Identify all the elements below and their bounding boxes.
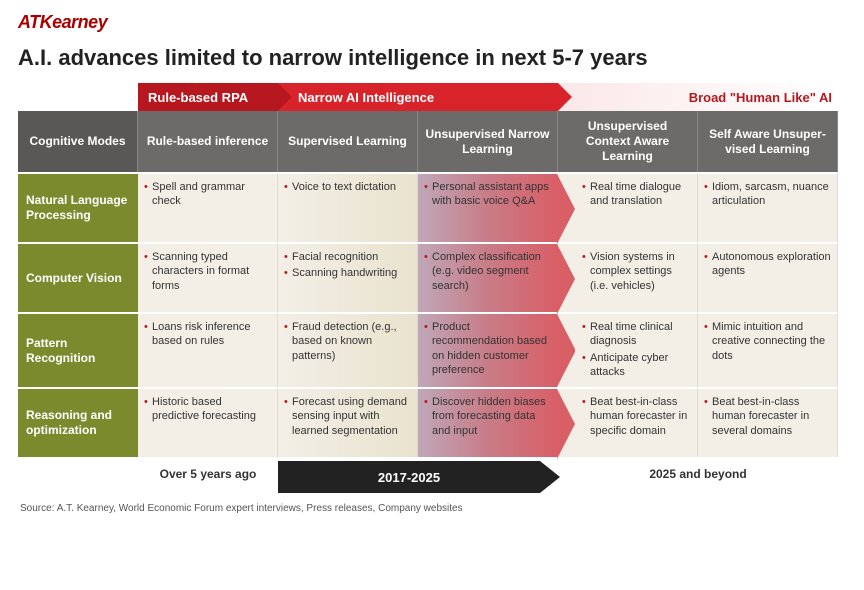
cell-item: Loans risk inference based on rules [142,320,271,349]
colhead-unsup-narrow: Unsupervised Narrow Learning [418,111,558,172]
timeline-mid: 2017-2025 [278,461,558,493]
matrix-cell: Discover hidden biases from forecasting … [418,387,558,457]
row-label: Pattern Recognition [18,312,138,387]
matrix-cell: Complex classification (e.g. video segme… [418,242,558,312]
colhead-rule: Rule-based inference [138,111,278,172]
cell-item: Voice to text dictation [282,180,411,194]
matrix-cell: Voice to text dictation [278,172,418,242]
ai-matrix: Rule-based RPA Narrow AI Intelligence Br… [18,83,842,493]
matrix-cell: Beat best-in-class human forecaster in s… [558,387,698,457]
phase-broad: Broad "Human Like" AI [558,83,838,111]
matrix-cell: Product recommendation based on hidden c… [418,312,558,387]
cell-item: Facial recognition [282,250,411,264]
cell-item: Fraud detection (e.g., based on known pa… [282,320,411,363]
source-line: Source: A.T. Kearney, World Economic For… [18,503,846,514]
matrix-cell: Fraud detection (e.g., based on known pa… [278,312,418,387]
cell-item: Anticipate cyber attacks [580,351,691,380]
matrix-cell: Spell and grammar check [138,172,278,242]
colhead-unsup-context: Unsupervised Context Aware Learning [558,111,698,172]
cell-item: Beat best-in-class human forecaster in s… [580,395,691,438]
colhead-modes: Cognitive Modes [18,111,138,172]
cell-item: Spell and grammar check [142,180,271,209]
cell-item: Mimic intuition and creative connecting … [702,320,831,363]
matrix-cell: Historic based predictive forecasting [138,387,278,457]
row-label: Reasoning and optimization [18,387,138,457]
matrix-cell: Autonomous exploration agents [698,242,838,312]
cell-item: Real time clinical diagnosis [580,320,691,349]
cell-item: Autonomous exploration agents [702,250,831,279]
cell-item: Product recommendation based on hidden c… [422,320,551,377]
timeline-bar: 2017-2025 [278,461,540,493]
cell-item: Personal assistant apps with basic voice… [422,180,551,209]
matrix-cell: Vision systems in complex settings (i.e.… [558,242,698,312]
cell-item: Beat best-in-class human forecaster in s… [702,395,831,438]
matrix-cell: Beat best-in-class human forecaster in s… [698,387,838,457]
cell-item: Forecast using demand sensing input with… [282,395,411,438]
cell-item: Historic based predictive forecasting [142,395,271,424]
cell-item: Idiom, sarcasm, nuance articulation [702,180,831,209]
colhead-self-aware: Self Aware Unsuper- vised Learning [698,111,838,172]
matrix-cell: Facial recognition Scanning handwriting [278,242,418,312]
matrix-cell: Idiom, sarcasm, nuance articulation [698,172,838,242]
colhead-supervised: Supervised Learning [278,111,418,172]
phase-spacer [18,83,138,111]
matrix-cell: Scanning typed characters in format form… [138,242,278,312]
timeline-arrowhead [540,461,560,493]
cell-item: Scanning handwriting [282,266,411,280]
phase-rpa: Rule-based RPA [138,83,278,111]
matrix-cell: Real time dialogue and translation [558,172,698,242]
cell-item: Scanning typed characters in format form… [142,250,271,293]
matrix-cell: Personal assistant apps with basic voice… [418,172,558,242]
row-label: Computer Vision [18,242,138,312]
cell-item: Real time dialogue and translation [580,180,691,209]
timeline-spacer [18,457,138,493]
brand-logo: ATKearney [18,12,846,33]
cell-item: Discover hidden biases from forecasting … [422,395,551,438]
phase-narrow: Narrow AI Intelligence [278,83,558,111]
matrix-cell: Real time clinical diagnosisAnticipate c… [558,312,698,387]
page-title: A.I. advances limited to narrow intellig… [18,45,846,71]
cell-item: Vision systems in complex settings (i.e.… [580,250,691,293]
cell-item: Complex classification (e.g. video segme… [422,250,551,293]
timeline-future: 2025 and beyond [558,457,838,493]
matrix-cell: Loans risk inference based on rules [138,312,278,387]
matrix-cell: Mimic intuition and creative connecting … [698,312,838,387]
row-label: Natural Language Processing [18,172,138,242]
timeline-past: Over 5 years ago [138,457,278,493]
matrix-cell: Forecast using demand sensing input with… [278,387,418,457]
